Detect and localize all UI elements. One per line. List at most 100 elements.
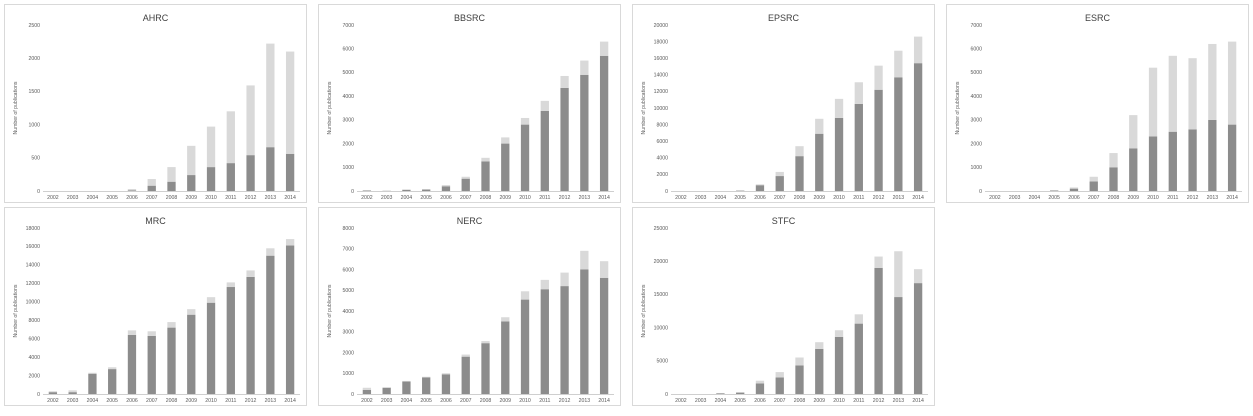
- x-tick-label: 2008: [794, 195, 806, 201]
- y-tick-label: 14000: [654, 73, 669, 79]
- x-tick-label: 2003: [381, 195, 393, 201]
- bar-upper-2007: [461, 176, 470, 179]
- y-tick-label: 16000: [26, 244, 41, 250]
- x-tick-label: 2013: [579, 195, 591, 201]
- y-tick-label: 10000: [654, 325, 669, 331]
- x-tick-label: 2010: [833, 398, 845, 404]
- bar-upper-2008: [167, 167, 176, 182]
- bar-upper-2010: [1148, 67, 1158, 137]
- x-tick-label: 2009: [813, 195, 825, 201]
- bar-lower-2003: [68, 392, 77, 394]
- x-tick-label: 2012: [873, 195, 885, 201]
- x-tick-label: 2004: [715, 195, 727, 201]
- x-tick-label: 2012: [1187, 195, 1199, 201]
- x-tick-label: 2009: [499, 398, 511, 404]
- bar-lower-2012: [560, 286, 569, 394]
- bar-upper-2014: [285, 51, 295, 154]
- x-tick-label: 2008: [1108, 195, 1120, 201]
- y-tick-label: 1000: [342, 371, 354, 377]
- x-tick-label: 2007: [146, 195, 158, 201]
- y-tick-label: 10000: [26, 300, 41, 306]
- y-tick-label: 2500: [28, 23, 40, 29]
- bar-upper-2012: [246, 85, 255, 156]
- bar-lower-2002: [362, 389, 372, 394]
- x-tick-label: 2012: [245, 195, 257, 201]
- bar-upper-2007: [1089, 176, 1098, 182]
- bar-upper-2006: [441, 185, 451, 187]
- bar-upper-2011: [854, 314, 863, 324]
- x-tick-label: 2009: [185, 195, 197, 201]
- x-tick-label: 2004: [401, 195, 413, 201]
- x-tick-label: 2002: [675, 398, 687, 404]
- bar-lower-2009: [815, 348, 824, 394]
- y-tick-label: 4000: [342, 309, 354, 315]
- bar-upper-2009: [187, 309, 196, 315]
- bar-lower-2009: [187, 314, 196, 394]
- bar-upper-2008: [795, 146, 804, 157]
- bar-lower-2011: [540, 110, 549, 191]
- chart-svg: 0 1000 2000 3000 4000 5000 6000 7000 Number of p…: [327, 23, 614, 201]
- bar-lower-2005: [422, 377, 431, 394]
- x-tick-label: 2003: [67, 195, 79, 201]
- bar-lower-2005: [422, 189, 431, 191]
- x-tick-label: 2007: [774, 398, 786, 404]
- x-tick-label: 2002: [675, 195, 687, 201]
- y-tick-label: 8000: [656, 122, 668, 128]
- bar-lower-2011: [540, 289, 549, 394]
- bar-lower-2009: [187, 175, 196, 191]
- chart-title: AHRC: [142, 13, 169, 23]
- y-tick-label: 2000: [28, 373, 40, 379]
- bar-lower-2007: [147, 185, 156, 191]
- bar-lower-2012: [874, 267, 883, 394]
- y-tick-label: 1000: [970, 165, 982, 171]
- chart-svg: 0 500 1000 1500 2000 2500 Number of publicatio…: [13, 23, 300, 201]
- bar-upper-2013: [894, 251, 903, 298]
- x-tick-label: 2005: [420, 398, 432, 404]
- x-tick-label: 2004: [1029, 195, 1041, 201]
- bar-upper-2002: [362, 387, 372, 390]
- x-tick-label: 2011: [225, 398, 236, 404]
- y-axis-label: Number of publications: [641, 81, 647, 134]
- x-tick-label: 2004: [87, 195, 99, 201]
- bar-upper-2011: [540, 279, 549, 290]
- bar-lower-2014: [913, 283, 923, 394]
- bar-lower-2012: [874, 89, 883, 191]
- bar-lower-2004: [402, 189, 411, 191]
- bar-lower-2006: [1069, 188, 1079, 191]
- chart-title: STFC: [771, 216, 796, 226]
- bar-lower-2014: [913, 63, 923, 191]
- y-tick-label: 0: [37, 392, 40, 398]
- y-tick-label: 500: [31, 156, 40, 162]
- x-tick-label: 2008: [166, 398, 178, 404]
- bar-upper-2012: [560, 272, 569, 287]
- chart-svg: 0 1000 2000 3000 4000 5000 6000 7000 8000 Number …: [327, 226, 614, 404]
- bar-lower-2006: [755, 383, 765, 394]
- y-tick-label: 2000: [656, 172, 668, 178]
- chart-panel-bbsrc: BBSRC 0 1000 2000 3000 4000 5000 6000 7000 Numbe…: [318, 4, 621, 203]
- x-tick-label: 2009: [499, 195, 511, 201]
- bar-upper-2009: [815, 118, 824, 134]
- x-tick-label: 2004: [87, 398, 99, 404]
- y-tick-label: 1000: [28, 122, 40, 128]
- bar-lower-2010: [206, 302, 216, 394]
- x-tick-label: 2003: [1009, 195, 1021, 201]
- y-tick-label: 15000: [654, 292, 669, 298]
- bar-upper-2007: [461, 354, 470, 357]
- bar-lower-2008: [481, 343, 490, 394]
- bar-lower-2014: [285, 245, 295, 394]
- x-tick-label: 2009: [813, 398, 825, 404]
- bar-lower-2008: [1109, 167, 1118, 191]
- x-tick-label: 2006: [440, 398, 452, 404]
- bar-lower-2004: [716, 393, 725, 394]
- bar-upper-2010: [206, 297, 216, 303]
- y-axis-label: Number of publications: [327, 81, 333, 134]
- y-tick-label: 5000: [342, 70, 354, 76]
- x-tick-label: 2008: [794, 398, 806, 404]
- y-tick-label: 6000: [342, 267, 354, 273]
- bar-upper-2002: [48, 391, 58, 393]
- bar-lower-2002: [48, 392, 58, 394]
- bar-lower-2007: [461, 356, 470, 394]
- bar-lower-2008: [481, 161, 490, 191]
- y-axis-label: Number of publications: [13, 81, 19, 134]
- x-tick-label: 2014: [1226, 195, 1238, 201]
